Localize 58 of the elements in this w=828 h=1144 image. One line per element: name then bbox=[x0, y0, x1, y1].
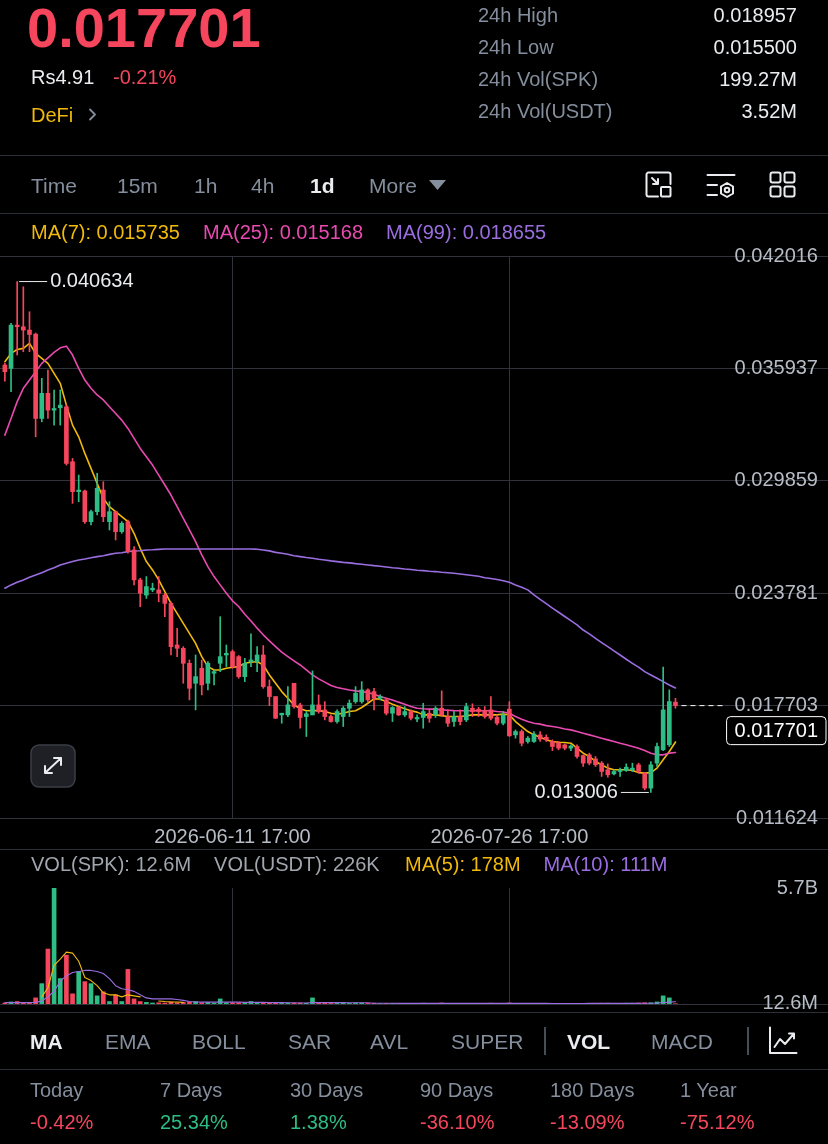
y-tick-label: 0.011624 bbox=[736, 805, 818, 828]
y-tick-label: 0.017703 bbox=[734, 693, 818, 716]
text: EMA bbox=[105, 1029, 151, 1053]
text: 1.38% bbox=[290, 1111, 347, 1133]
text: 90 Days bbox=[420, 1079, 494, 1101]
y-tick-label: 12.6M bbox=[762, 991, 818, 1014]
text: VOL bbox=[567, 1029, 611, 1053]
text: 0.017701 bbox=[27, 0, 261, 59]
text: 24h Vol(SPK) bbox=[478, 68, 599, 90]
y-tick-label: 0.035937 bbox=[734, 355, 818, 378]
text: Today bbox=[30, 1079, 84, 1101]
y-tick-label: 0.023781 bbox=[734, 580, 818, 603]
text: -36.10% bbox=[420, 1111, 495, 1133]
text: BOLL bbox=[192, 1029, 246, 1053]
text: MA(25): 0.015168 bbox=[202, 220, 364, 243]
text: 24h Low bbox=[478, 36, 554, 58]
text: MACD bbox=[651, 1029, 713, 1053]
text: 0.015500 bbox=[713, 36, 797, 58]
text: VOL(USDT): 226K bbox=[214, 852, 381, 875]
text: MA(5): 178M bbox=[405, 852, 521, 875]
text: SAR bbox=[288, 1029, 332, 1053]
text: 4h bbox=[251, 173, 275, 197]
text: DeFi bbox=[31, 104, 74, 126]
text: MA(99): 0.018655 bbox=[386, 220, 547, 243]
text: 1d bbox=[310, 173, 335, 197]
text: 1h bbox=[194, 173, 218, 197]
text: VOL(SPK): 12.6M bbox=[31, 852, 192, 875]
text: 15m bbox=[117, 173, 158, 197]
text: 180 Days bbox=[550, 1079, 635, 1101]
text: 3.52M bbox=[741, 100, 797, 122]
text: -0.42% bbox=[30, 1111, 94, 1133]
text: MA(10): 111M bbox=[543, 852, 668, 875]
text: -13.09% bbox=[550, 1111, 625, 1133]
text: AVL bbox=[370, 1029, 409, 1053]
annotation: 0.040634 bbox=[50, 269, 134, 292]
text: 7 Days bbox=[160, 1079, 223, 1101]
text: SUPER bbox=[451, 1029, 524, 1053]
text: 0.018957 bbox=[713, 4, 797, 26]
y-tick-label: 0.029859 bbox=[734, 468, 818, 491]
y-tick-label: 0.042016 bbox=[734, 243, 818, 266]
text: MA bbox=[30, 1029, 63, 1053]
x-tick-label: 2026-06-11 17:00 bbox=[154, 824, 311, 847]
ref-line-label: 0.017701 bbox=[734, 719, 818, 742]
text: 1 Year bbox=[680, 1079, 737, 1101]
text: -75.12% bbox=[680, 1111, 755, 1133]
text: More bbox=[369, 173, 417, 197]
text: Rs4.91 bbox=[31, 66, 95, 88]
text: 24h High bbox=[478, 4, 559, 26]
text: 199.27M bbox=[719, 68, 797, 90]
text: 24h Vol(USDT) bbox=[478, 100, 613, 122]
text: Time bbox=[31, 173, 77, 197]
text: 30 Days bbox=[290, 1079, 364, 1101]
text: MA(7): 0.015735 bbox=[31, 220, 180, 243]
annotation: 0.013006 bbox=[534, 779, 618, 802]
text: -0.21% bbox=[113, 66, 177, 88]
x-tick-label: 2026-07-26 17:00 bbox=[430, 824, 589, 847]
text: 25.34% bbox=[160, 1111, 228, 1133]
y-tick-label: 5.7B bbox=[776, 875, 818, 898]
